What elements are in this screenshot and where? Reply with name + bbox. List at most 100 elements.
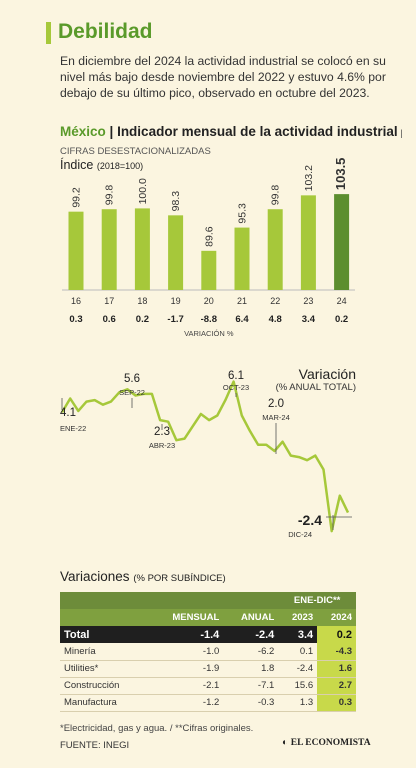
chart-title-separator: | <box>105 124 118 139</box>
bar-value-label: 99.2 <box>71 187 83 208</box>
bar <box>201 250 217 290</box>
chart-title-country: México <box>60 124 106 139</box>
variation-value: 0.2 <box>136 314 149 325</box>
footnote: *Electricidad, gas y agua. / **Cifras or… <box>60 723 254 734</box>
table-cell: 0.2 <box>317 626 356 643</box>
bar-tick-label: 17 <box>104 296 114 306</box>
table-cell: -7.1 <box>223 677 279 695</box>
bar <box>68 211 84 290</box>
table-cell: 0.1 <box>278 643 318 661</box>
variation-value: 0.6 <box>103 314 116 325</box>
table-cell: 0.3 <box>317 694 356 712</box>
bar-value-label: 99.8 <box>104 185 116 206</box>
bar-value-label: 89.6 <box>203 226 215 247</box>
bar-tick-label: 23 <box>303 296 313 306</box>
bar-ylabel-unit: (2018=100) <box>96 161 144 171</box>
table-cell: 3.4 <box>278 626 318 643</box>
table-cell: 15.6 <box>278 677 318 695</box>
annotation-value: -2.4 <box>298 512 322 528</box>
chart-title-separator-2: | <box>397 128 403 139</box>
table-column-header: MENSUAL <box>150 609 224 626</box>
bar-tick-label: 20 <box>204 296 214 306</box>
bar-ylabel-text: Índice <box>60 158 94 172</box>
page-title: Debilidad <box>58 20 153 43</box>
annotation-label: ABR-23 <box>149 441 175 450</box>
table-cell: -6.2 <box>223 643 279 661</box>
bar-value-label: 95.3 <box>237 203 249 224</box>
bar-tick-label: 24 <box>337 296 347 306</box>
table-cell: -4.3 <box>317 643 356 661</box>
bar <box>300 195 316 290</box>
title-accent-bar <box>46 22 51 44</box>
table-cell: -0.3 <box>223 694 279 712</box>
table-cell: -1.9 <box>150 660 224 678</box>
annotation-label: ENE-22 <box>60 424 86 433</box>
table-row: Construcción -2.1 -7.1 15.6 2.7 <box>60 677 356 695</box>
chart-title: México | Indicador mensual de la activid… <box>60 124 410 160</box>
table-cell: 2.7 <box>317 677 356 695</box>
annotation-value: 2.3 <box>154 426 170 438</box>
bar <box>334 194 350 290</box>
bar-tick-label: 22 <box>270 296 280 306</box>
annotation-label: OCT-23 <box>223 383 249 392</box>
annotation-label: DIC-24 <box>288 530 312 539</box>
table-row: Manufactura -1.2 -0.3 1.3 0.3 <box>60 694 356 712</box>
table-header-blank <box>60 609 150 626</box>
bar-value-label: 100.0 <box>137 178 149 204</box>
bar-tick-label: 21 <box>237 296 247 306</box>
table-cell: -2.4 <box>223 626 279 643</box>
table-title-unit: (% POR SUBÍNDICE) <box>133 573 226 584</box>
intro-text: En diciembre del 2024 la actividad indus… <box>60 54 386 100</box>
bar-tick-label: 18 <box>137 296 147 306</box>
variation-value: 0.2 <box>335 314 348 325</box>
table-header-row: MENSUAL ANUAL 2023 2024 <box>60 609 356 626</box>
table-cell: 1.6 <box>317 660 356 678</box>
bar <box>267 209 283 290</box>
table-cell: -1.4 <box>150 626 224 643</box>
table-total-row: Total -1.4 -2.4 3.4 0.2 <box>60 626 356 643</box>
brand-logo: EL ECONOMISTA <box>282 738 371 748</box>
table-row: Utilities* -1.9 1.8 -2.4 1.6 <box>60 660 356 678</box>
bar-tick-label: 16 <box>71 296 81 306</box>
table-column-header: 2023 <box>278 609 318 626</box>
bar <box>234 227 250 290</box>
bar-tick-label: 19 <box>171 296 181 306</box>
line-chart-title: Variación (% ANUAL TOTAL) <box>240 366 356 393</box>
variation-value: 4.8 <box>269 314 282 325</box>
table-group-header-row: ENE-DIC** <box>60 592 356 609</box>
table-title-text: Variaciones <box>60 569 130 584</box>
line-chart-subtitle: (% ANUAL TOTAL) <box>275 382 356 393</box>
subindex-table: ENE-DIC** MENSUAL ANUAL 2023 2024 Total -1.4 -2… <box>60 592 356 712</box>
bar-value-label: 99.8 <box>270 185 282 206</box>
annotation-value: 5.6 <box>124 373 140 385</box>
variation-value: 3.4 <box>302 314 316 325</box>
annotation-value: 6.1 <box>228 370 244 382</box>
series-line <box>60 380 350 533</box>
table-cell: 1.8 <box>223 660 279 678</box>
table-column-header: 2024 <box>317 609 356 626</box>
annotation-value: 4.1 <box>60 407 76 419</box>
bar-value-label: 103.2 <box>303 165 315 191</box>
bar-value-label: 98.3 <box>170 191 182 212</box>
table-row-name: Total <box>60 626 150 643</box>
table-cell: -2.1 <box>150 677 224 695</box>
variation-label: VARIACIÓN % <box>184 329 234 338</box>
table-row-name: Manufactura <box>60 694 150 712</box>
table-row-name: Minería <box>60 643 150 661</box>
line-chart-title-text: Variación <box>298 366 356 382</box>
annotation-label: MAR-24 <box>262 413 290 422</box>
annotation-label: SEP-22 <box>119 388 145 397</box>
table-row: Minería -1.0 -6.2 0.1 -4.3 <box>60 643 356 661</box>
chart-title-name: Indicador mensual de la actividad indust… <box>117 124 398 139</box>
bar <box>101 209 117 290</box>
table-cell: -1.2 <box>150 694 224 712</box>
table-title: Variaciones (% POR SUBÍNDICE) <box>60 569 226 584</box>
bar <box>134 208 150 290</box>
bar <box>168 215 184 290</box>
table-row-name: Construcción <box>60 677 150 695</box>
table-cell: -2.4 <box>278 660 318 678</box>
variation-value: -1.7 <box>167 314 183 325</box>
variation-value: -8.8 <box>201 314 217 325</box>
